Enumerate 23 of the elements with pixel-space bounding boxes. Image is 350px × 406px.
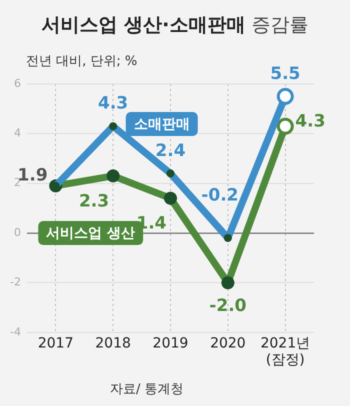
data-label: 2.4	[155, 140, 186, 161]
series-label: 소매판매	[134, 116, 190, 133]
y-tick-label: 2	[14, 176, 21, 190]
y-tick-label: 6	[14, 76, 21, 90]
data-label: 4.3	[98, 94, 128, 114]
x-tick-label: 2021년 (잠정)	[260, 335, 310, 368]
chart-title: 서비스업 생산·소매판매 증감률	[42, 14, 308, 36]
data-label: 2.3	[78, 191, 110, 212]
data-label: 4.3	[295, 112, 326, 132]
y-tick-label: 4	[14, 126, 21, 140]
y-tick-label: 0	[14, 226, 21, 239]
data-label: -0.2	[201, 185, 238, 206]
x-tick-label: 2020	[210, 335, 246, 352]
x-tick-label: 2017	[38, 335, 74, 352]
y-tick-label: -2	[10, 276, 21, 289]
y-axis-title: 전년 대비, 단위; %	[26, 53, 138, 70]
y-tick-label: -4	[10, 325, 21, 338]
data-label: 5.5	[270, 64, 300, 84]
data-label: -2.0	[209, 296, 247, 316]
x-tick-label: 2018	[95, 335, 131, 352]
text: 자료/ 통계청	[110, 381, 184, 398]
x-tick-label: 2019	[152, 335, 188, 352]
text: 서비스업 생산	[46, 226, 136, 242]
